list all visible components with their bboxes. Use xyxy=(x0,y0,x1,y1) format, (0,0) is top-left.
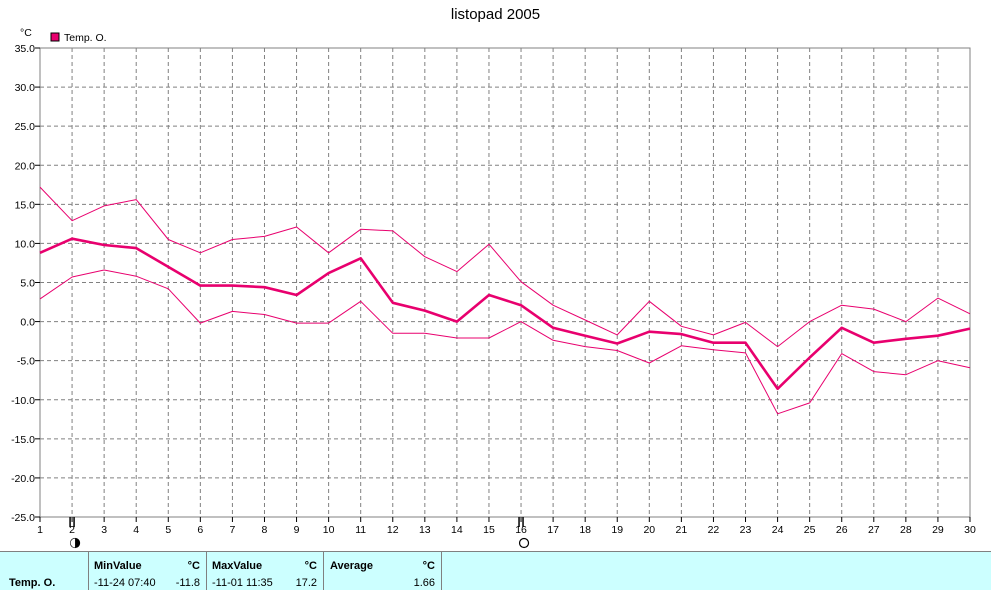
y-axis: 35.0 30.0 25.0 20.0 15.0 10.0 5.0 0.0 -5.0 -10.0 -… xyxy=(11,43,40,524)
x-tick-label: 16 xyxy=(515,524,527,536)
legend: Temp. O. xyxy=(50,32,107,44)
y-tick-label: -15.0 xyxy=(11,434,35,446)
x-tick-label: 2 xyxy=(69,524,75,536)
y-tick-label: 5.0 xyxy=(20,278,35,290)
x-tick-label: 10 xyxy=(323,524,335,536)
x-tick-label: 18 xyxy=(579,524,591,536)
x-tick-label: 11 xyxy=(355,524,366,536)
y-tick-label: -5.0 xyxy=(17,356,35,368)
average-header: Average xyxy=(330,560,374,572)
y-axis-unit: °C xyxy=(20,27,32,39)
y-tick-label: -25.0 xyxy=(11,512,35,524)
x-tick-label: 4 xyxy=(133,524,139,536)
max-value: 17.2 xyxy=(295,577,317,589)
min-value: -11.8 xyxy=(175,577,200,589)
max-value-unit: °C xyxy=(304,560,317,572)
y-tick-label: 15.0 xyxy=(15,199,36,211)
x-tick-label: 30 xyxy=(964,524,976,536)
x-tick-label: 1 xyxy=(37,524,43,536)
x-tick-label: 8 xyxy=(262,524,268,536)
x-tick-label: 26 xyxy=(836,524,848,536)
y-tick-label: 0.0 xyxy=(20,317,35,329)
average-unit: °C xyxy=(422,560,435,572)
average-cell: Average °C 1.66 xyxy=(324,552,442,590)
temperature-chart: °C Temp. O. 35.0 30.0 25.0 20.0 15.0 10.0 5.0 0… xyxy=(11,27,976,549)
max-value-cell: MaxValue °C -11-01 11:35 17.2 xyxy=(207,552,324,590)
x-tick-label: 28 xyxy=(900,524,912,536)
max-value-header: MaxValue xyxy=(212,560,263,572)
y-tick-label: 10.0 xyxy=(15,238,36,250)
chart-title: listopad 2005 xyxy=(450,6,541,23)
legend-swatch xyxy=(50,32,60,42)
footer-row-label: Temp. O. xyxy=(9,577,56,589)
legend-label: Temp. O. xyxy=(64,32,107,44)
max-value-time: -11-01 11:35 xyxy=(212,577,273,589)
x-tick-label: 9 xyxy=(294,524,300,536)
x-tick-label: 5 xyxy=(165,524,171,536)
min-value-header: MinValue xyxy=(94,560,142,572)
x-tick-label: 25 xyxy=(804,524,816,536)
x-tick-label: 19 xyxy=(611,524,623,536)
grid xyxy=(39,47,971,518)
y-tick-label: 30.0 xyxy=(15,82,36,94)
x-tick-label: 27 xyxy=(868,524,880,536)
x-tick-label: 21 xyxy=(676,524,688,536)
series-line-average xyxy=(39,237,971,391)
x-tick-label: 3 xyxy=(101,524,107,536)
x-tick-label: 14 xyxy=(451,524,463,536)
y-tick-label: -10.0 xyxy=(11,395,35,407)
x-tick-label: 22 xyxy=(708,524,720,536)
min-value-time: -11-24 07:40 xyxy=(94,577,156,589)
y-tick-label: 35.0 xyxy=(15,43,36,55)
x-tick-label: 17 xyxy=(547,524,559,536)
x-tick-label: 7 xyxy=(229,524,235,536)
min-value-cell: MinValue °C -11-24 07:40 -11.8 xyxy=(89,552,207,590)
moon-crescent xyxy=(70,538,76,548)
footer-row-label-cell: Temp. O. xyxy=(0,552,89,590)
x-tick-label: 13 xyxy=(419,524,431,536)
x-tick-label: 20 xyxy=(643,524,655,536)
series-lines xyxy=(39,186,971,415)
y-tick-label: 20.0 xyxy=(15,160,36,172)
y-tick-label: 25.0 xyxy=(15,121,36,133)
full-moon-icon xyxy=(518,537,530,549)
y-tick-label: -20.0 xyxy=(11,473,35,485)
x-tick-label: 12 xyxy=(387,524,399,536)
x-tick-label: 24 xyxy=(772,524,784,536)
x-tick-label: 15 xyxy=(483,524,495,536)
x-tick-label: 23 xyxy=(740,524,752,536)
series-line-max xyxy=(39,186,971,348)
statistics-footer: Temp. O. MinValue °C -11-24 07:40 -11.8 … xyxy=(0,551,991,590)
x-axis: 1 2 3 4 5 6 7 8 9 10 11 12 13 14 15 16 17 18 19 20 21 22 23 24 2… xyxy=(37,517,976,536)
min-value-unit: °C xyxy=(187,560,200,572)
average-value: 1.66 xyxy=(413,577,435,589)
series-line-min xyxy=(39,269,971,415)
x-tick-label: 6 xyxy=(197,524,203,536)
x-tick-label: 29 xyxy=(932,524,944,536)
moon-phases xyxy=(69,517,530,549)
